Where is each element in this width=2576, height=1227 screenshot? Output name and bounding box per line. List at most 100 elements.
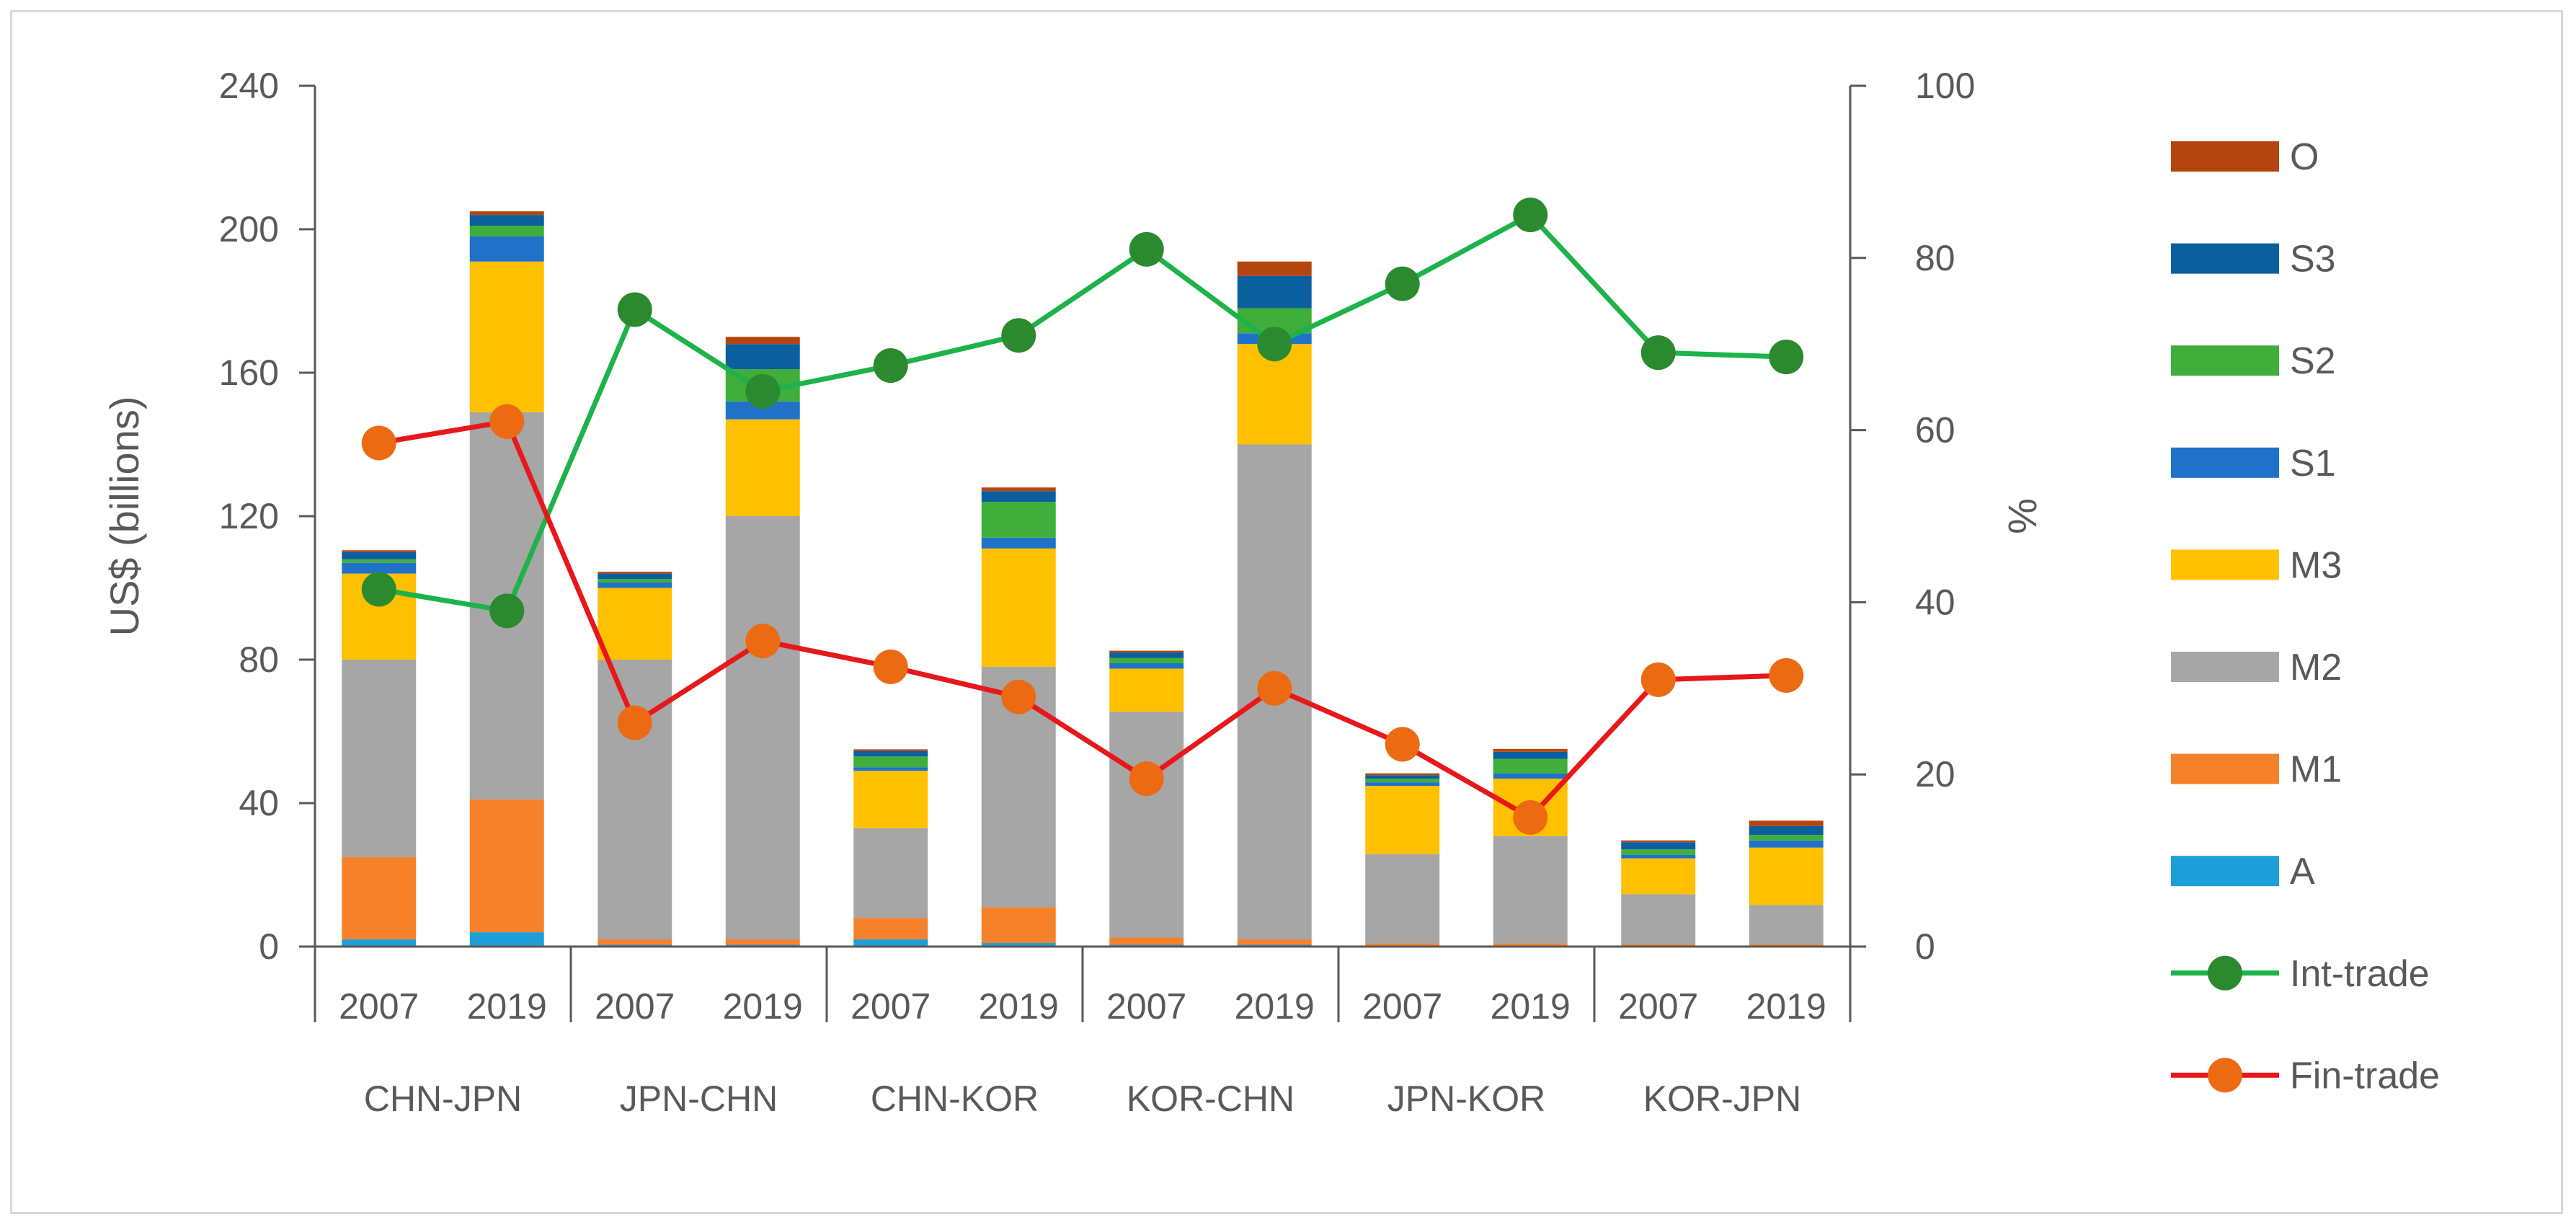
point-int-trade-5 <box>1001 318 1036 353</box>
bar-m1-5 <box>981 907 1056 944</box>
bar-s2-11 <box>1749 835 1824 841</box>
x-group-label: KOR-JPN <box>1643 1078 1801 1119</box>
bar-m1-7 <box>1237 939 1312 945</box>
bar-o-6 <box>1109 650 1184 653</box>
legend-marker-fin-trade <box>2208 1058 2242 1093</box>
bar-s2-0 <box>342 559 417 563</box>
chart-frame: 0 40 80 120 160 200 240 0 20 40 60 80 100 2007 2019 200… <box>10 10 2563 1214</box>
bar-o-4 <box>853 749 928 751</box>
x-tick-label: 2007 <box>850 986 931 1027</box>
bar-o-10 <box>1621 840 1696 843</box>
bar-s2-2 <box>598 579 672 583</box>
line-int-trade <box>378 212 1787 614</box>
legend-label-fin-trade: Fin-trade <box>2290 1055 2440 1097</box>
legend-swatch-o <box>2171 141 2279 172</box>
point-fin-trade-1 <box>489 404 525 439</box>
right-tick-label: 40 <box>1915 582 1955 622</box>
bar-s1-4 <box>853 767 928 771</box>
point-int-trade-8 <box>1385 266 1420 301</box>
bar-s2-8 <box>1365 779 1440 783</box>
bar-s1-0 <box>342 562 417 574</box>
bar-m2-8 <box>1365 854 1440 944</box>
bar-s3-8 <box>1365 775 1440 779</box>
bar-a-4 <box>853 939 928 947</box>
right-tick-label: 80 <box>1915 238 1955 278</box>
bar-s3-2 <box>598 573 672 580</box>
bar-s1-9 <box>1493 773 1568 779</box>
left-tick-label: 40 <box>239 783 279 823</box>
x-tick-label: 2007 <box>1106 986 1186 1027</box>
x-tick-label: 2019 <box>1491 986 1571 1027</box>
bar-m2-10 <box>1621 894 1696 945</box>
bar-a-5 <box>981 943 1056 947</box>
y-axis-title: US$ (billions) <box>102 397 147 637</box>
bar-m1-3 <box>725 939 800 945</box>
right-tick-label: 20 <box>1915 754 1955 794</box>
left-tick-label: 120 <box>219 496 279 536</box>
bar-m3-5 <box>981 548 1056 667</box>
left-tick-label: 80 <box>239 639 279 680</box>
bar-s3-6 <box>1109 652 1184 658</box>
point-int-trade-0 <box>361 572 396 607</box>
bar-s3-10 <box>1621 842 1696 850</box>
chart: 0 40 80 120 160 200 240 0 20 40 60 80 100 2007 2019 200… <box>102 66 2440 1119</box>
bar-m3-2 <box>598 588 672 660</box>
x-tick-label: 2019 <box>467 986 547 1027</box>
x-tick-label: 2019 <box>979 986 1059 1027</box>
point-fin-trade-8 <box>1385 727 1420 762</box>
point-fin-trade-5 <box>1001 679 1036 714</box>
bar-m3-4 <box>853 771 928 828</box>
bar-s2-6 <box>1109 657 1184 663</box>
point-fin-trade-4 <box>873 649 908 684</box>
bar-m3-8 <box>1365 786 1440 854</box>
x-group-label: CHN-KOR <box>871 1078 1039 1119</box>
bar-m2-6 <box>1109 712 1184 938</box>
x-tick-label: 2019 <box>1235 986 1315 1027</box>
bar-s1-1 <box>469 236 544 262</box>
bar-m1-11 <box>1749 944 1824 946</box>
bar-m1-8 <box>1365 944 1440 946</box>
bar-s3-5 <box>981 491 1056 502</box>
bar-o-0 <box>342 550 417 552</box>
bar-s1-8 <box>1365 782 1440 787</box>
point-fin-trade-6 <box>1129 761 1164 797</box>
legend-label-s1: S1 <box>2290 443 2336 484</box>
point-int-trade-10 <box>1640 335 1676 371</box>
point-fin-trade-2 <box>617 705 652 740</box>
bar-m1-4 <box>853 918 928 940</box>
bar-s3-7 <box>1237 275 1312 309</box>
bar-s3-3 <box>725 344 800 370</box>
legend-label-o: O <box>2290 136 2319 178</box>
bar-s3-0 <box>342 552 417 559</box>
bar-o-5 <box>981 487 1056 492</box>
x-tick-label: 2007 <box>339 986 419 1027</box>
x-tick-label: 2007 <box>1618 986 1698 1027</box>
bar-m3-11 <box>1749 847 1824 905</box>
bar-m1-10 <box>1621 944 1696 946</box>
legend-swatch-s2 <box>2171 345 2279 376</box>
x-group-label: JPN-KOR <box>1387 1078 1545 1119</box>
point-fin-trade-10 <box>1640 662 1676 697</box>
bar-m1-2 <box>598 939 672 945</box>
bar-s3-4 <box>853 750 928 757</box>
bar-s1-6 <box>1109 663 1184 669</box>
bar-s2-4 <box>853 756 928 768</box>
bar-o-3 <box>725 337 800 345</box>
point-fin-trade-7 <box>1257 670 1292 706</box>
bar-m3-1 <box>469 261 544 412</box>
right-tick-label: 60 <box>1915 410 1955 451</box>
bar-s2-5 <box>981 502 1056 538</box>
bar-s2-9 <box>1493 758 1568 774</box>
legend-label-m2: M2 <box>2290 647 2342 688</box>
bar-o-1 <box>469 211 544 216</box>
bar-s3-1 <box>469 215 544 226</box>
bar-s1-11 <box>1749 840 1824 848</box>
point-int-trade-11 <box>1769 340 1804 375</box>
bar-o-11 <box>1749 820 1824 826</box>
legend: O S3 S2 S1 M3 M2 M1 A Int-trade Fin-trade <box>2171 136 2440 1097</box>
legend-label-s3: S3 <box>2290 239 2336 280</box>
right-tick-label: 100 <box>1915 66 1975 106</box>
bar-m1-0 <box>342 856 417 940</box>
x-tick-label: 2019 <box>723 986 803 1027</box>
bar-m1-6 <box>1109 937 1184 945</box>
